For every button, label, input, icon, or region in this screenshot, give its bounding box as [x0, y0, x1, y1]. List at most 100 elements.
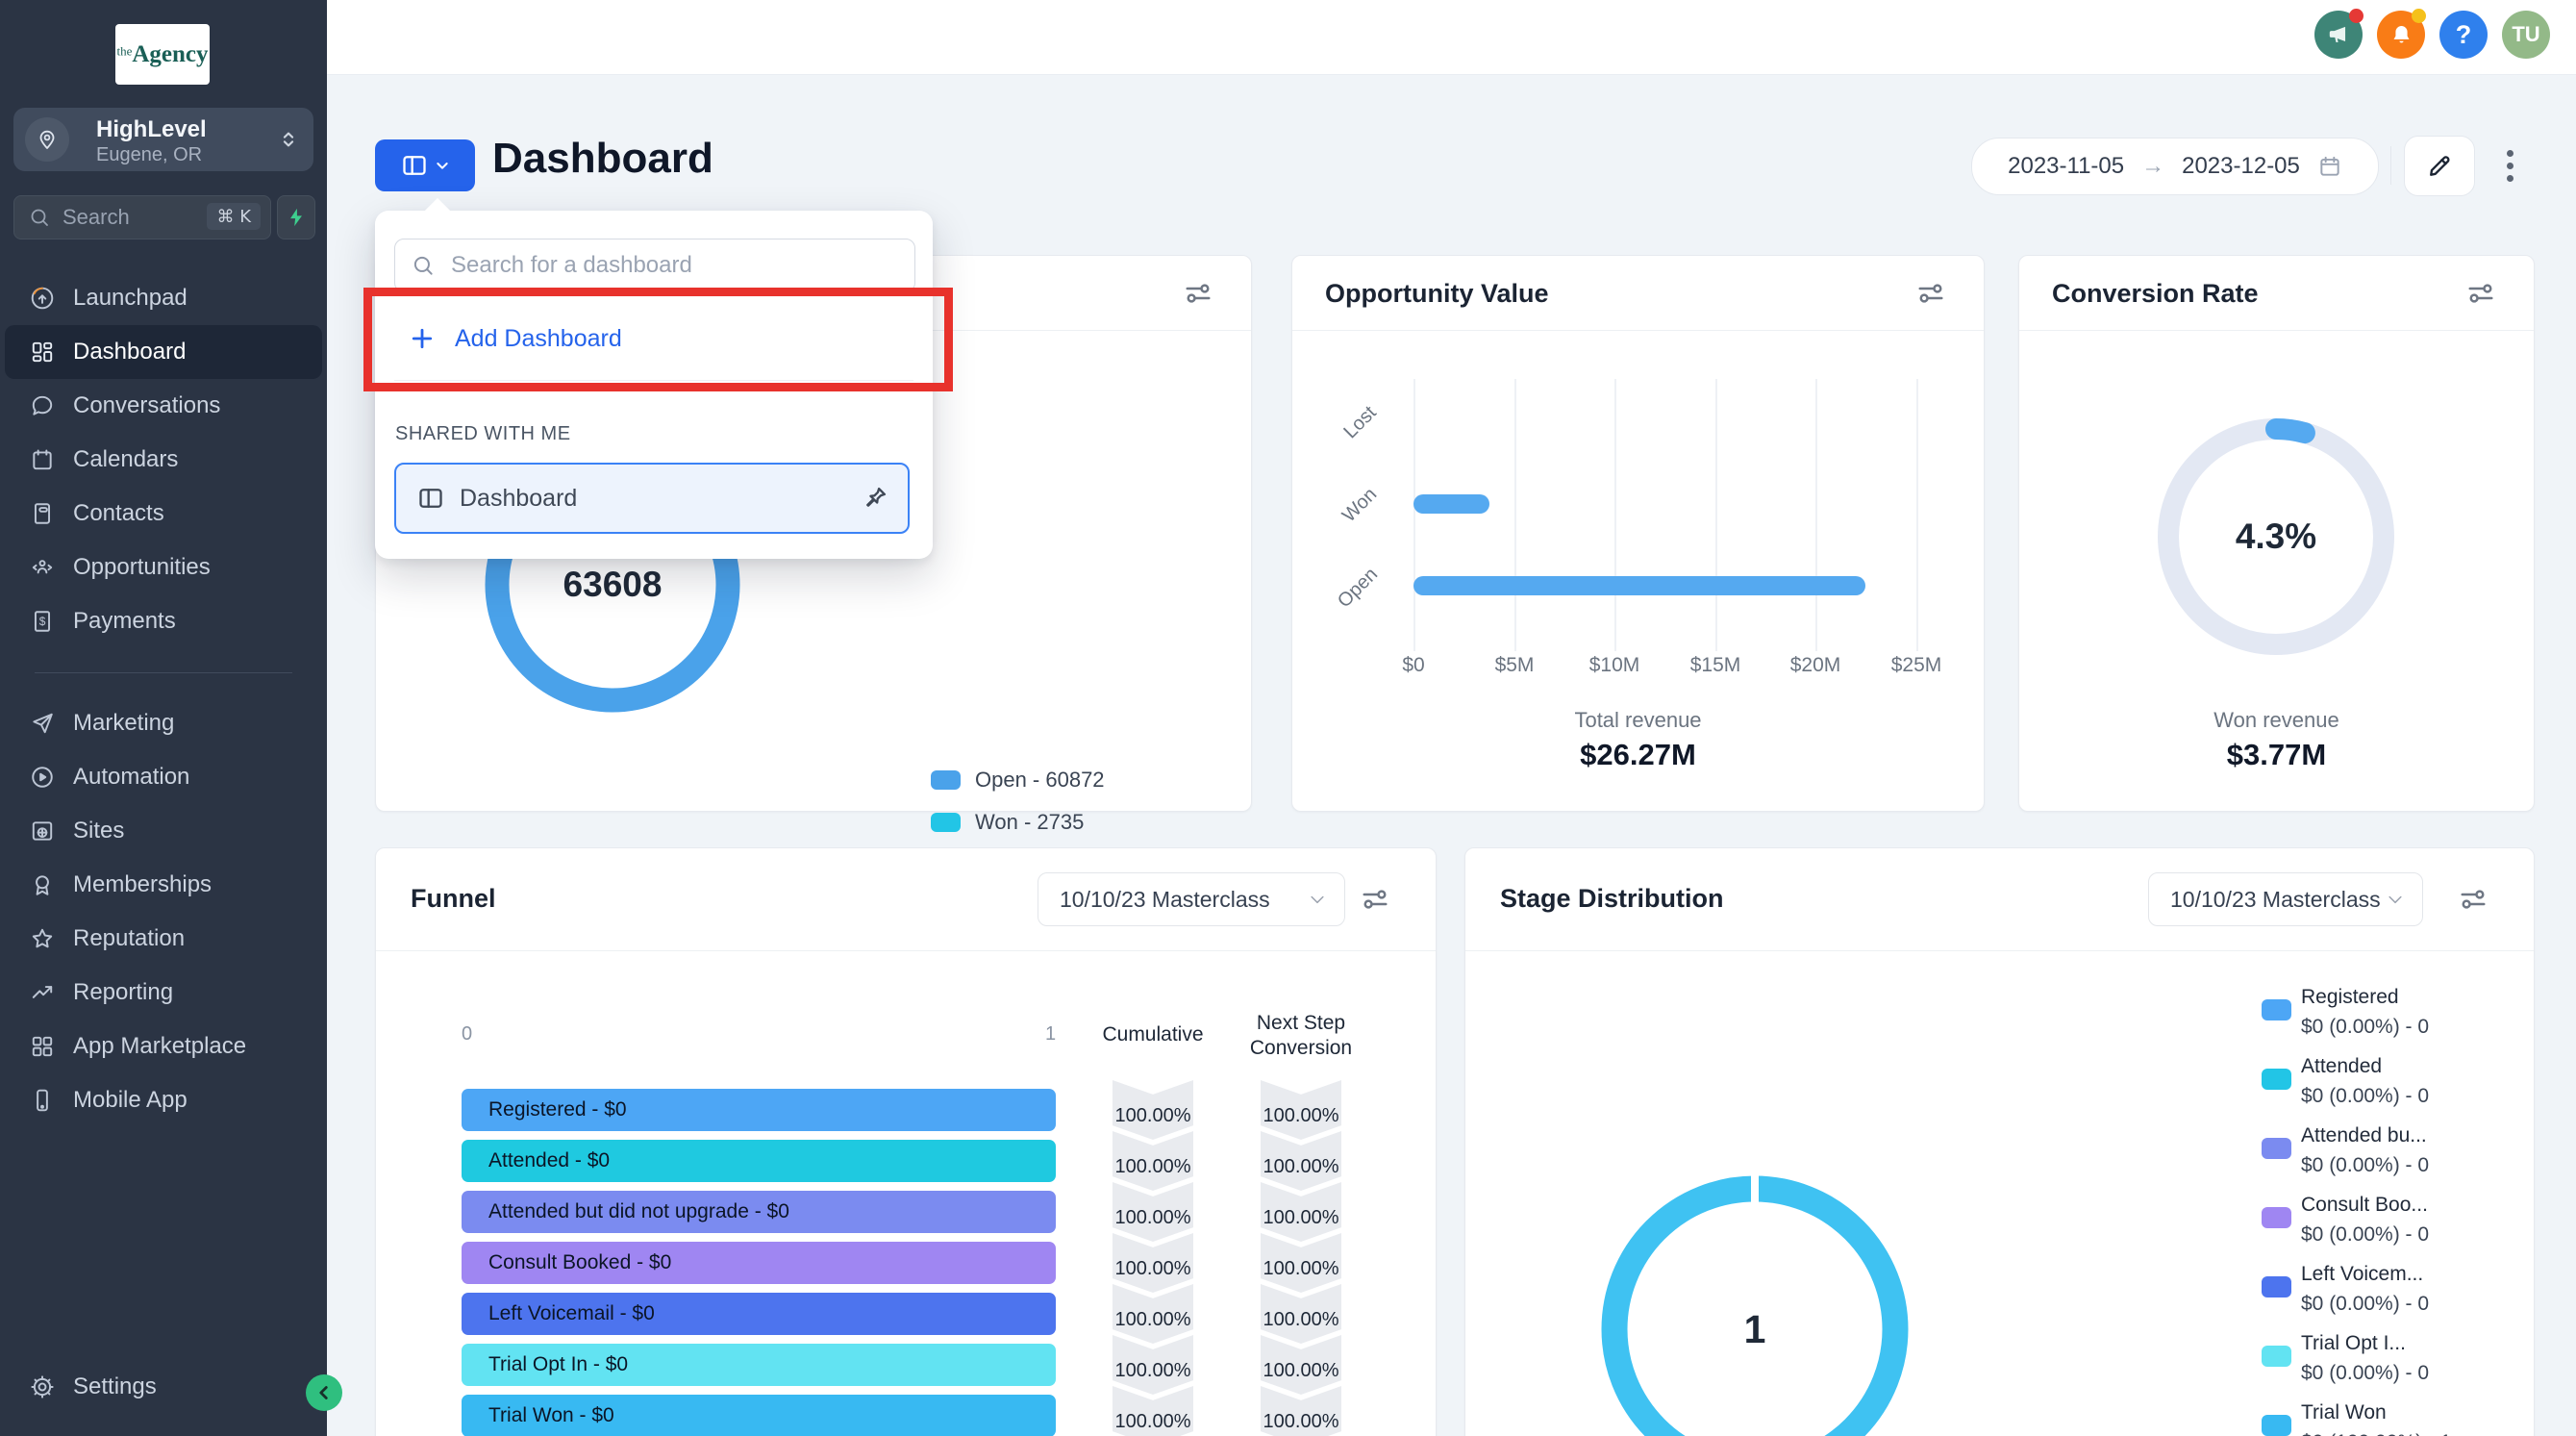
open-bar	[1413, 576, 1865, 595]
x-tick: $15M	[1689, 654, 1741, 676]
sidebar-item-memberships[interactable]: Memberships	[0, 858, 327, 912]
legend-value: $0 (0.00%) - 0	[2301, 1016, 2430, 1038]
plus-icon	[412, 328, 433, 349]
opportunity-value-card: Opportunity Value Lost Won Open $0 $5M $…	[1291, 255, 1985, 812]
sidebar-search[interactable]: ⌘ K	[13, 195, 271, 239]
stage-select[interactable]: 10/10/23 Masterclass	[2148, 872, 2423, 926]
category-label: Lost	[1339, 401, 1381, 443]
funnel-bar-label: Registered - $0	[488, 1098, 627, 1121]
search-icon	[31, 209, 48, 226]
card-title: Opportunity Value	[1325, 279, 1549, 308]
avatar[interactable]: TU	[2502, 11, 2550, 59]
help-glyph: ?	[2455, 19, 2472, 49]
legend-value: $0 (0.00%) - 0	[2301, 1085, 2430, 1107]
sidebar-item-automation[interactable]: Automation	[0, 750, 327, 804]
filter-sliders-icon[interactable]	[1916, 279, 1945, 308]
pin-icon[interactable]	[862, 485, 888, 512]
won-bar	[1413, 494, 1489, 514]
dashboard-search[interactable]	[394, 239, 915, 292]
card-header: Opportunity Value	[1292, 256, 1984, 331]
sidebar-item-label: Memberships	[73, 871, 213, 897]
legend-swatch	[931, 770, 961, 790]
funnel-select[interactable]: 10/10/23 Masterclass	[1038, 872, 1345, 926]
notifications-button[interactable]	[2377, 9, 2426, 59]
award-icon	[36, 875, 49, 895]
dashboard-switcher-button[interactable]	[375, 139, 475, 191]
filter-sliders-icon[interactable]	[2459, 885, 2488, 914]
stage-total: 1	[1743, 1306, 1766, 1351]
account-switcher[interactable]: HighLevel Eugene, OR	[13, 108, 313, 171]
sidebar-item-mobile-app[interactable]: Mobile App	[0, 1073, 327, 1127]
announcements-button[interactable]	[2314, 9, 2363, 59]
sidebar-item-launchpad[interactable]: Launchpad	[0, 271, 327, 325]
sidebar-item-reputation[interactable]: Reputation	[0, 912, 327, 966]
sidebar-item-payments[interactable]: $ Payments	[0, 594, 327, 648]
help-button[interactable]: ?	[2439, 11, 2488, 59]
sidebar-item-label: Settings	[73, 1373, 157, 1399]
legend-swatch	[2262, 1276, 2291, 1297]
next-step-value: 100.00%	[1261, 1182, 1341, 1242]
filter-sliders-icon[interactable]	[1184, 279, 1213, 308]
sidebar-item-contacts[interactable]: Contacts	[0, 487, 327, 541]
next-step-header-line1: Next Step	[1256, 1012, 1346, 1034]
axis-max: 1	[1045, 1023, 1057, 1045]
filter-sliders-icon[interactable]	[1361, 885, 1389, 914]
logo-text-main: Agency	[132, 40, 209, 67]
sidebar-divider	[35, 672, 292, 673]
next-step-header-line2: Conversion	[1249, 1037, 1353, 1059]
select-value: 10/10/23 Masterclass	[2170, 886, 2381, 912]
shared-dashboard-item[interactable]: Dashboard	[394, 463, 910, 534]
search-input[interactable]	[61, 196, 209, 239]
x-tick: $0	[1402, 654, 1425, 676]
sidebar-item-opportunities[interactable]: Opportunities	[0, 541, 327, 594]
legend-value: $0 (0.00%) - 0	[2301, 1293, 2430, 1315]
dashboard-search-input[interactable]	[449, 239, 895, 290]
shared-dashboard-label: Dashboard	[460, 484, 578, 512]
sidebar-collapse-button[interactable]	[306, 1374, 342, 1411]
funnel-card: Funnel 10/10/23 Masterclass 0 1 Cumulati…	[375, 847, 1437, 1436]
legend-name: Left Voicem...	[2301, 1263, 2424, 1285]
phone-icon	[37, 1089, 48, 1112]
select-value: 10/10/23 Masterclass	[1060, 886, 1270, 912]
avatar-initials: TU	[2512, 22, 2540, 46]
card-header: Conversion Rate	[2019, 256, 2534, 331]
funnel-bar-label: Attended - $0	[488, 1149, 611, 1171]
sidebar-item-label: Calendars	[73, 446, 179, 472]
quick-actions-button[interactable]	[277, 195, 315, 239]
add-dashboard-button[interactable]: Add Dashboard	[375, 307, 933, 370]
agency-logo: theAgency	[115, 24, 210, 85]
contacts-book-icon	[34, 503, 51, 524]
pencil-icon	[2430, 155, 2450, 176]
sidebar-item-app-marketplace[interactable]: App Marketplace	[0, 1020, 327, 1073]
sidebar-item-calendars[interactable]: Calendars	[0, 433, 327, 487]
sidebar: theAgency HighLevel Eugene, OR ⌘ K	[0, 0, 327, 1436]
chevron-down-icon	[2388, 895, 2402, 904]
funnel-bar: Left Voicemail - $0	[462, 1293, 1056, 1335]
axis-min: 0	[462, 1023, 473, 1045]
sidebar-item-label: Contacts	[73, 500, 164, 526]
edit-dashboard-button[interactable]	[2404, 136, 2475, 196]
sidebar-item-sites[interactable]: Sites	[0, 804, 327, 858]
sidebar-item-settings[interactable]: Settings	[0, 1360, 327, 1414]
filter-sliders-icon[interactable]	[2466, 279, 2495, 308]
date-start: 2023-11-05	[2008, 153, 2125, 179]
date-range-picker[interactable]: 2023-11-05 → 2023-12-05	[1971, 138, 2379, 195]
cumulative-value: 100.00%	[1113, 1182, 1193, 1242]
more-options-button[interactable]	[2498, 140, 2521, 190]
legend-name: Registered	[2301, 986, 2399, 1008]
next-step-value: 100.00%	[1261, 1284, 1341, 1344]
svg-text:$: $	[39, 615, 46, 628]
sidebar-item-marketing[interactable]: Marketing	[0, 696, 327, 750]
dropdown-caret	[423, 197, 452, 226]
legend-label: Won - 2735	[975, 810, 1085, 834]
funnel-bar: Attended but did not upgrade - $0	[462, 1191, 1056, 1233]
sidebar-item-dashboard[interactable]: Dashboard	[5, 325, 322, 379]
legend-name: Trial Opt I...	[2301, 1332, 2406, 1354]
sidebar-item-label: Dashboard	[73, 339, 187, 365]
legend-item: Open - 60872	[931, 768, 1105, 793]
donut-gap	[1751, 1169, 1759, 1203]
sidebar-item-conversations[interactable]: Conversations	[0, 379, 327, 433]
sites-icon	[32, 821, 53, 841]
sidebar-item-reporting[interactable]: Reporting	[0, 966, 327, 1020]
